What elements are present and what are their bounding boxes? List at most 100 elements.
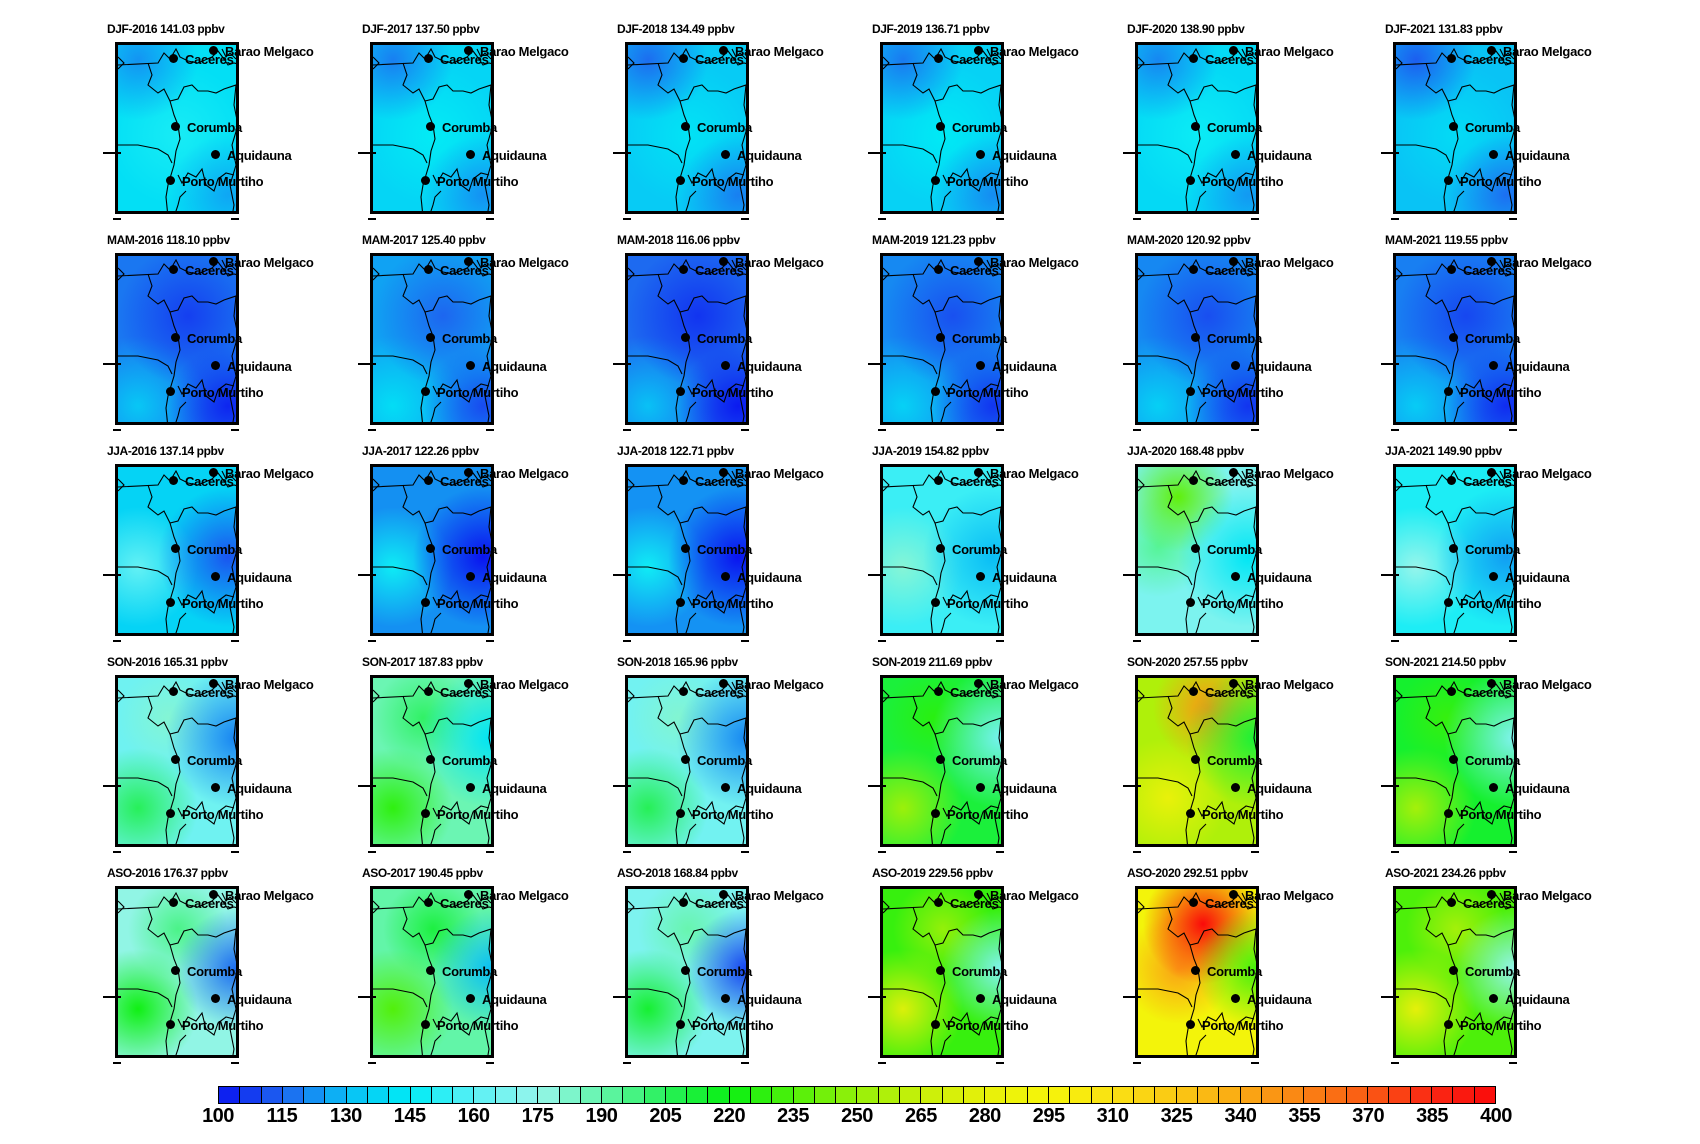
city-marker: [934, 687, 943, 696]
city-label: Aquidauna: [1505, 570, 1570, 585]
city-marker: [721, 150, 730, 159]
panel-title: MAM-2021 119.55 ppbv: [1385, 233, 1508, 247]
city-marker: [1229, 679, 1238, 688]
city-marker: [936, 544, 945, 553]
city-label: Aquidauna: [737, 570, 802, 585]
border-lines: [883, 469, 1001, 633]
city-marker: [171, 544, 180, 553]
y-axis-tick: [103, 152, 121, 154]
city-marker: [424, 54, 433, 63]
x-axis-tick: [368, 429, 376, 431]
map-panel-mam-2020: MAM-2020 120.92 ppbv Barao Melgaco Caceres…: [1123, 233, 1334, 431]
city-marker: [676, 1020, 685, 1029]
city-marker: [1447, 898, 1456, 907]
city-marker: [166, 176, 175, 185]
city-marker: [931, 598, 940, 607]
colorbar-segment: [708, 1087, 730, 1103]
city-label: Barao Melgaco: [480, 44, 569, 59]
colorbar-segment: [325, 1087, 347, 1103]
city-marker: [169, 687, 178, 696]
city-marker: [1186, 809, 1195, 818]
city-label: Barao Melgaco: [1503, 255, 1592, 270]
colorbar-segment: [878, 1087, 900, 1103]
city-label: Caceres: [950, 474, 999, 489]
city-marker: [426, 966, 435, 975]
x-axis-tick: [1133, 851, 1141, 853]
city-marker: [421, 1020, 430, 1029]
colorbar-segment: [1261, 1087, 1284, 1103]
panel-title: SON-2019 211.69 ppbv: [872, 655, 993, 669]
city-label: Barao Melgaco: [1503, 888, 1592, 903]
city-marker: [934, 898, 943, 907]
city-label: Porto Murtiho: [182, 1018, 264, 1033]
city-label: Barao Melgaco: [1245, 255, 1334, 270]
x-axis-tick: [1251, 640, 1259, 642]
city-marker: [934, 265, 943, 274]
concentration-map: [1393, 253, 1517, 425]
city-marker: [1444, 809, 1453, 818]
city-marker: [426, 544, 435, 553]
colorbar-segment: [410, 1087, 432, 1103]
y-axis-tick: [613, 996, 631, 998]
y-axis-tick: [868, 152, 886, 154]
x-axis-tick: [113, 1062, 121, 1064]
colorbar-tick-label: 115: [266, 1105, 298, 1127]
city-marker: [166, 1020, 175, 1029]
border-lines: [883, 891, 1001, 1055]
city-label: Barao Melgaco: [225, 677, 314, 692]
panel-title: ASO-2018 168.84 ppbv: [617, 866, 738, 880]
y-axis-tick: [613, 363, 631, 365]
city-label: Porto Murtiho: [692, 1018, 774, 1033]
city-label: Porto Murtiho: [437, 1018, 519, 1033]
colorbar-segment: [474, 1087, 496, 1103]
map-panel-djf-2016: DJF-2016 141.03 ppbv Barao Melgaco Caceres…: [103, 22, 314, 220]
city-marker: [976, 361, 985, 370]
map-panel-djf-2017: DJF-2017 137.50 ppbv Barao Melgaco Caceres…: [358, 22, 569, 220]
x-axis-tick: [486, 218, 494, 220]
city-marker: [1449, 544, 1458, 553]
city-marker: [464, 679, 473, 688]
border-lines: [1138, 680, 1256, 844]
city-label: Porto Murtiho: [437, 807, 519, 822]
city-marker: [421, 598, 430, 607]
map-panel-djf-2019: DJF-2019 136.71 ppbv Barao Melgaco Caceres…: [868, 22, 1079, 220]
city-label: Barao Melgaco: [990, 677, 1079, 692]
colorbar-segment: [219, 1087, 241, 1103]
city-label: Caceres: [185, 896, 234, 911]
city-label: Porto Murtiho: [692, 174, 774, 189]
y-axis-tick: [103, 574, 121, 576]
city-label: Caceres: [440, 263, 489, 278]
city-label: Porto Murtiho: [947, 174, 1029, 189]
panel-title: JJA-2020 168.48 ppbv: [1127, 444, 1244, 458]
panel-title: JJA-2019 154.82 ppbv: [872, 444, 989, 458]
city-label: Corumba: [952, 542, 1007, 557]
map-panel-jja-2016: JJA-2016 137.14 ppbv Barao Melgaco Caceres…: [103, 444, 314, 642]
border-lines: [373, 891, 491, 1055]
x-axis-tick: [486, 640, 494, 642]
city-marker: [211, 994, 220, 1003]
colorbar-segment: [1240, 1087, 1262, 1103]
x-axis-tick: [368, 640, 376, 642]
city-marker: [1487, 679, 1496, 688]
border-lines: [1396, 47, 1514, 211]
city-label: Corumba: [187, 331, 242, 346]
colorbar-segment: [1048, 1087, 1071, 1103]
city-marker: [931, 1020, 940, 1029]
city-marker: [464, 46, 473, 55]
panel-title: JJA-2021 149.90 ppbv: [1385, 444, 1502, 458]
city-label: Caceres: [1205, 52, 1254, 67]
map-panel-aso-2016: ASO-2016 176.37 ppbv Barao Melgaco Caceres…: [103, 866, 314, 1064]
city-label: Caceres: [950, 896, 999, 911]
map-panel-aso-2018: ASO-2018 168.84 ppbv Barao Melgaco Caceres…: [613, 866, 824, 1064]
city-marker: [974, 46, 983, 55]
x-axis-tick: [1133, 640, 1141, 642]
city-label: Caceres: [1463, 52, 1512, 67]
y-axis-tick: [358, 785, 376, 787]
border-lines: [628, 891, 746, 1055]
border-lines: [118, 891, 236, 1055]
city-label: Caceres: [440, 52, 489, 67]
colorbar-tick-label: 385: [1416, 1105, 1449, 1127]
colorbar-segment: [900, 1087, 922, 1103]
city-label: Porto Murtiho: [692, 596, 774, 611]
x-axis-tick: [878, 1062, 886, 1064]
